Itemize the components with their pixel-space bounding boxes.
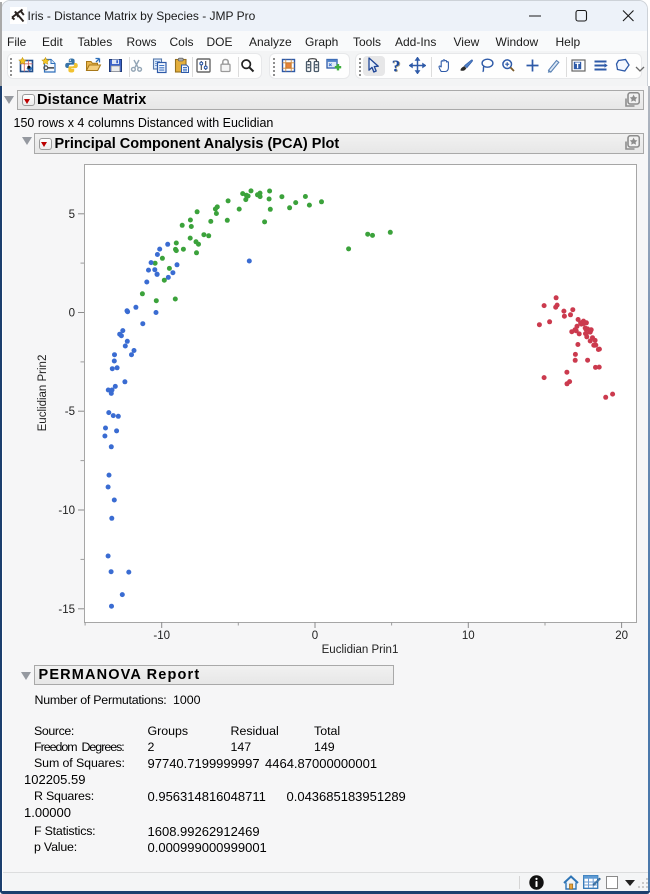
- svg-text:0: 0: [312, 630, 318, 642]
- svg-text:-5: -5: [65, 406, 75, 418]
- svg-text:0: 0: [69, 308, 75, 320]
- svg-text:5: 5: [69, 209, 75, 221]
- svg-text:-10: -10: [58, 505, 75, 517]
- svg-text:Euclidian Prin1: Euclidian Prin1: [322, 644, 399, 656]
- svg-text:Euclidian Prin2: Euclidian Prin2: [37, 355, 49, 432]
- svg-text:-10: -10: [153, 630, 170, 642]
- svg-text:?: ?: [391, 57, 400, 74]
- svg-text:10: 10: [462, 630, 475, 642]
- svg-text:-15: -15: [58, 604, 75, 616]
- svg-text:20: 20: [615, 630, 628, 642]
- svg-text:?: ?: [392, 57, 401, 74]
